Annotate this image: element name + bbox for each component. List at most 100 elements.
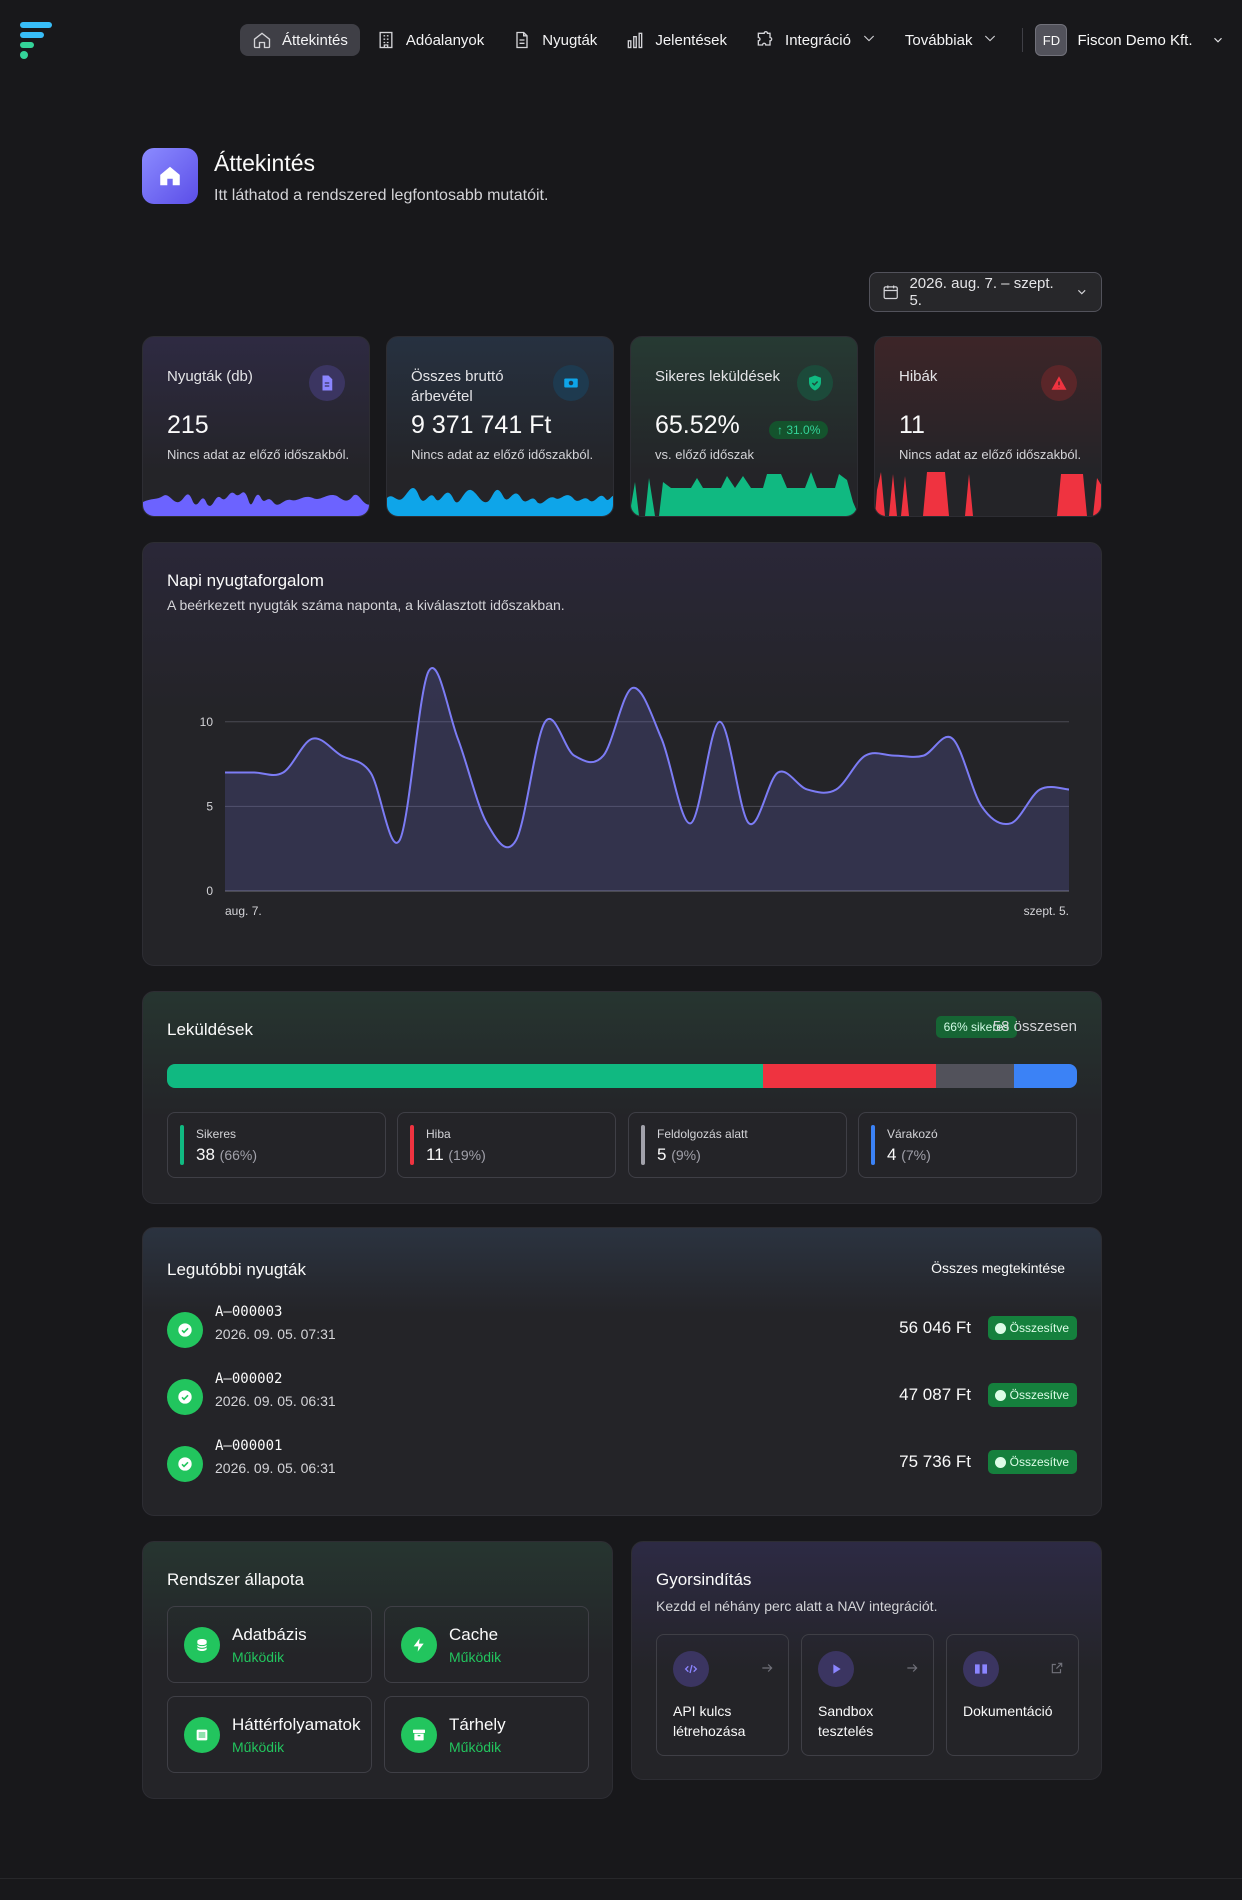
x-tick-label: aug. 7. xyxy=(225,904,262,918)
check-circle-icon xyxy=(167,1446,203,1482)
system-status-card: Rendszer állapota Adatbázis Működik Cach… xyxy=(142,1541,613,1799)
date-range-picker[interactable]: 2026. aug. 7. – szept. 5. xyxy=(869,272,1102,312)
nav-item-label: Nyugták xyxy=(542,31,598,49)
warning-icon xyxy=(1041,365,1077,401)
bolt-icon xyxy=(401,1627,437,1663)
receipt-id: A–000002 xyxy=(215,1371,283,1387)
service-name: Adatbázis xyxy=(232,1625,307,1644)
kpi-card-success: Sikeres leküldések 65.52% ↑ 31.0% vs. el… xyxy=(630,336,858,517)
kpi-value: 9 371 741 Ft xyxy=(411,411,552,439)
nav-item-tovabbiak[interactable]: Továbbiak xyxy=(893,24,1011,56)
service-name: Tárhely xyxy=(449,1715,506,1734)
kpi-card-revenue: Összes bruttó árbevétel 9 371 741 Ft Nin… xyxy=(386,336,614,517)
receipt-row[interactable]: A–000001 2026. 09. 05. 06:31 75 736 Ft Ö… xyxy=(167,1438,1077,1486)
recent-receipts-card: Legutóbbi nyugták Összes megtekintése A–… xyxy=(142,1227,1102,1516)
footer-divider xyxy=(0,1878,1242,1879)
stat-count: 5 xyxy=(657,1145,667,1164)
receipt-amount: 56 046 Ft xyxy=(899,1318,971,1337)
kpi-card-errors: Hibák 11 Nincs adat az előző időszakból. xyxy=(874,336,1102,517)
nav-item-jelentesek[interactable]: Jelentések xyxy=(613,24,739,56)
nav-item-attekintes[interactable]: Áttekintés xyxy=(240,24,360,56)
recent-title: Legutóbbi nyugták xyxy=(167,1260,306,1279)
service-status: Működik xyxy=(449,1649,502,1665)
series-area xyxy=(225,668,1069,891)
service-cache: Cache Működik xyxy=(384,1606,589,1683)
stat-value: 38 (66%) xyxy=(196,1145,257,1165)
tile-create-api-key[interactable]: API kulcs létrehozása xyxy=(656,1634,789,1756)
stat-percent: (66%) xyxy=(219,1147,258,1163)
bar-segment-2 xyxy=(935,1064,1015,1088)
kpi-subtext: Nincs adat az előző időszakból. xyxy=(899,447,1082,462)
nav-item-nyugtak[interactable]: Nyugták xyxy=(500,24,609,56)
stat-label: Várakozó xyxy=(887,1127,938,1141)
org-switcher[interactable]: FD Fiscon Demo Kft. xyxy=(1031,24,1224,56)
quickstart-title: Gyorsindítás xyxy=(656,1570,752,1589)
receipt-id: A–000001 xyxy=(215,1438,283,1454)
org-name: Fiscon Demo Kft. xyxy=(1077,31,1193,49)
top-navbar: Áttekintés Adóalanyok Nyugták Jelentések… xyxy=(0,0,1242,80)
status-badge: Összesítve xyxy=(987,1450,1077,1474)
money-icon xyxy=(553,365,589,401)
stat-value: 5 (9%) xyxy=(657,1145,701,1165)
receipt-amount: 75 736 Ft xyxy=(899,1452,971,1471)
tile-label: Dokumentáció xyxy=(963,1703,1053,1719)
list-icon xyxy=(184,1717,220,1753)
bar-chart-icon xyxy=(627,32,643,49)
receipt-id: A–000003 xyxy=(215,1304,283,1320)
check-circle-icon xyxy=(167,1312,203,1348)
stat-color-line xyxy=(871,1125,875,1165)
service-status: Működik xyxy=(232,1649,285,1665)
kpi-value: 11 xyxy=(899,411,925,439)
series-line xyxy=(224,667,1070,849)
tile-label: API kulcs létrehozása xyxy=(673,1703,746,1739)
nav-item-adoalanyok[interactable]: Adóalanyok xyxy=(364,24,496,56)
service-name: Háttérfolyamatok xyxy=(232,1715,361,1734)
nav-item-label: Jelentések xyxy=(655,31,728,49)
kpi-sparkline xyxy=(631,472,857,516)
receipt-row[interactable]: A–000002 2026. 09. 05. 06:31 47 087 Ft Ö… xyxy=(167,1371,1077,1419)
y-tick-label: 5 xyxy=(206,799,213,813)
chevron-down-icon xyxy=(985,35,996,42)
receipt-timestamp: 2026. 09. 05. 06:31 xyxy=(215,1460,336,1476)
external-link-icon xyxy=(1051,1662,1063,1674)
shield-check-icon xyxy=(797,365,833,401)
stat-count: 11 xyxy=(426,1145,444,1164)
home-icon xyxy=(253,32,271,49)
book-icon xyxy=(963,1651,999,1687)
nav-item-label: Adóalanyok xyxy=(405,31,485,49)
stat-error: Hiba 11 (19%) xyxy=(397,1112,616,1178)
stat-count: 4 xyxy=(887,1145,897,1164)
stat-value: 11 (19%) xyxy=(426,1145,486,1165)
kpi-delta-badge: ↑ 31.0% xyxy=(769,421,829,439)
stat-percent: (7%) xyxy=(901,1147,931,1163)
quickstart-card: Gyorsindítás Kezdd el néhány perc alatt … xyxy=(631,1541,1102,1780)
nav-item-label: Integráció xyxy=(785,31,851,49)
service-background-jobs: Háttérfolyamatok Működik xyxy=(167,1696,372,1773)
receipt-timestamp: 2026. 09. 05. 07:31 xyxy=(215,1326,336,1342)
play-icon xyxy=(818,1651,854,1687)
page-header: Áttekintés Itt láthatod a rendszered leg… xyxy=(142,148,548,205)
document-icon xyxy=(309,365,345,401)
stat-color-line xyxy=(641,1125,645,1165)
check-circle-icon xyxy=(167,1379,203,1415)
kpi-subtext: Nincs adat az előző időszakból. xyxy=(411,447,594,462)
stat-percent: (9%) xyxy=(671,1147,701,1163)
service-database: Adatbázis Működik xyxy=(167,1606,372,1683)
fiscon-logo-icon[interactable] xyxy=(18,20,58,60)
receipt-row[interactable]: A–000003 2026. 09. 05. 07:31 56 046 Ft Ö… xyxy=(167,1304,1077,1352)
view-all-link[interactable]: Összes megtekintése xyxy=(931,1260,1065,1276)
avatar: FD xyxy=(1035,24,1068,56)
puzzle-icon xyxy=(757,31,773,46)
kpi-value: 215 xyxy=(167,411,209,439)
daily-line-chart: 0 5 10 aug. 7. szept. 5. xyxy=(200,667,1070,918)
nav-item-integracio[interactable]: Integráció xyxy=(743,24,889,56)
submissions-title: Leküldések xyxy=(167,1020,254,1039)
tile-label: Sandbox tesztelés xyxy=(818,1703,874,1739)
chart-title: Napi nyugtaforgalom xyxy=(167,571,324,590)
chevron-down-icon xyxy=(863,35,874,42)
tile-sandbox-testing[interactable]: Sandbox tesztelés xyxy=(801,1634,934,1756)
stat-label: Hiba xyxy=(426,1127,451,1141)
tile-documentation[interactable]: Dokumentáció xyxy=(946,1634,1079,1756)
kpi-value: 65.52% xyxy=(655,411,740,439)
kpi-label: Összes bruttó árbevétel xyxy=(411,368,504,405)
